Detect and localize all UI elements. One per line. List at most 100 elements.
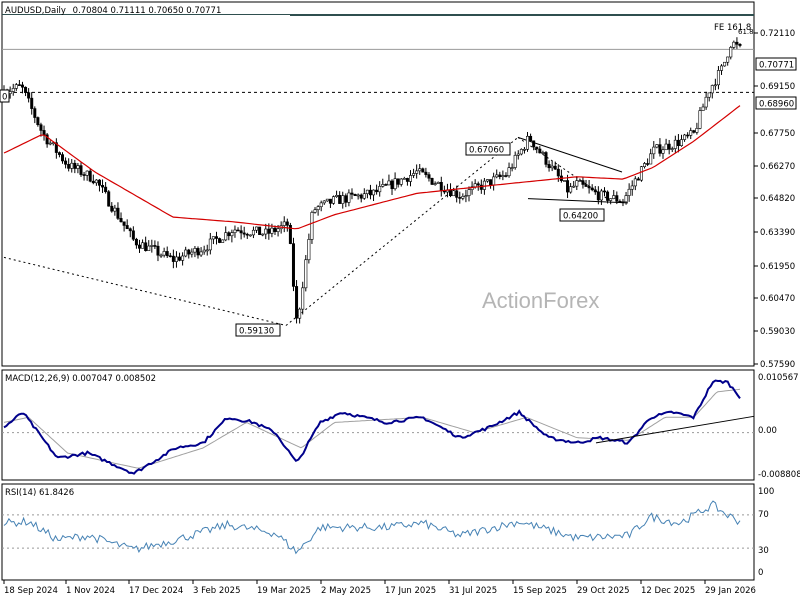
candle-body (402, 178, 406, 180)
candle-body (42, 130, 46, 136)
candle-body (695, 128, 699, 133)
x-tick-label: 12 Dec 2025 (641, 586, 695, 596)
candle-body (544, 152, 548, 165)
candle-body (606, 191, 610, 201)
wedge-lower-line (527, 198, 629, 204)
candle-body (101, 185, 105, 188)
candle-body (338, 195, 342, 204)
candle-body (427, 174, 431, 179)
candle-body (587, 186, 591, 189)
candle-body (646, 163, 650, 165)
wedge-upper-line (517, 136, 623, 173)
candle-body (713, 84, 717, 87)
candle-body (464, 195, 468, 197)
candle-body (282, 221, 286, 226)
candle-body (298, 308, 302, 319)
candle-body (45, 134, 49, 145)
candle-body (230, 232, 234, 237)
x-tick-label: 29 Jan 2026 (705, 586, 756, 596)
candle-body (242, 232, 246, 235)
candle-body (211, 236, 215, 240)
candle-body (36, 117, 40, 126)
candle-body (679, 139, 683, 146)
rsi-title: RSI(14) 61.8426 (5, 488, 74, 498)
annotation-left-box (0, 89, 10, 103)
candle-body (716, 70, 720, 86)
candle-body (467, 189, 471, 196)
x-tick-label: 3 Feb 2025 (193, 586, 241, 596)
chart-title: AUDUSD,Daily 0.70804 0.71111 0.70650 0.7… (5, 6, 221, 16)
price-tick-label: 0.72110 (760, 29, 795, 39)
candle-body (214, 236, 218, 239)
candle-body (335, 195, 339, 197)
candle-body (692, 130, 696, 133)
candle-body (307, 239, 311, 261)
candle-body (27, 92, 31, 99)
trendline-lower (3, 256, 287, 326)
candle-body (368, 189, 372, 196)
macd-trendline (595, 415, 755, 444)
candle-body (538, 148, 542, 154)
candle-body (418, 168, 422, 172)
candle-body (489, 179, 493, 186)
candle-body (165, 251, 169, 257)
candle-body (48, 142, 52, 145)
candle-body (535, 146, 539, 150)
candle-body (113, 207, 117, 212)
candle-body (689, 130, 693, 136)
candle-body (54, 142, 58, 153)
candle-body (319, 202, 323, 208)
candle-body (255, 226, 259, 231)
candle-body (85, 170, 89, 176)
candle-body (526, 135, 530, 150)
candle-body (199, 251, 203, 256)
candle-body (227, 232, 231, 237)
candle-body (473, 183, 477, 188)
candle-body (439, 181, 443, 192)
candle-body (599, 190, 603, 201)
candle-body (630, 185, 634, 190)
candle-body (522, 148, 526, 151)
candle-body (575, 180, 579, 187)
candle-body (356, 194, 360, 197)
macd-panel-frame (1, 369, 755, 481)
candle-body (372, 189, 376, 196)
candle-body (76, 165, 80, 169)
candle-body (566, 180, 570, 193)
candle-body (291, 243, 295, 287)
current-price-box (755, 57, 797, 71)
candle-body (449, 189, 453, 197)
candle-body (458, 197, 462, 199)
candle-body (362, 193, 366, 199)
candle-body (239, 230, 243, 234)
candle-body (732, 41, 736, 48)
candle-body (14, 84, 18, 89)
candle-body (673, 139, 677, 149)
candle-body (273, 227, 277, 232)
candle-body (128, 228, 132, 232)
candle-body (670, 148, 674, 150)
price-tick-label: 0.63390 (760, 228, 795, 238)
price-tick-label: 0.64820 (760, 194, 795, 204)
candle-body (723, 61, 727, 67)
candle-body (412, 173, 416, 176)
candle-body (184, 249, 188, 257)
candle-body (572, 185, 576, 188)
candle-body (581, 180, 585, 185)
rsi-tick-label: 100 (758, 487, 774, 497)
macd-signal-line (3, 388, 741, 469)
candle-body (365, 189, 369, 194)
candle-body (353, 194, 357, 196)
candle-body (596, 191, 600, 201)
price-tick-label: 0.66270 (760, 162, 795, 172)
candle-body (738, 44, 742, 46)
candle-body (495, 174, 499, 178)
candle-body (624, 195, 628, 203)
candle-body (492, 176, 496, 186)
candle-body (187, 249, 191, 255)
candle-body (104, 186, 108, 193)
macd-line (3, 379, 741, 475)
candle-body (569, 186, 573, 193)
candle-body (707, 92, 711, 98)
rsi-tick-label: 0 (758, 568, 763, 578)
